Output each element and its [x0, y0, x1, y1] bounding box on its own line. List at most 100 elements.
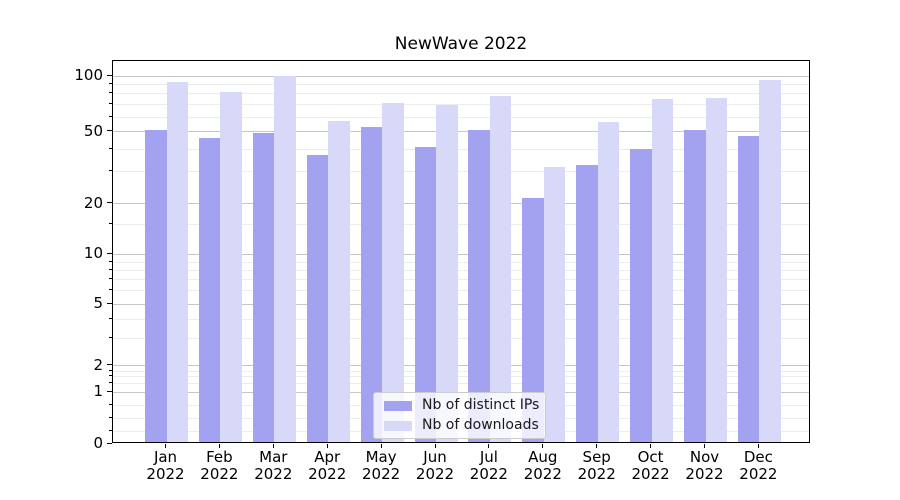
- x-tick-label-jan-2022: Jan 2022: [136, 449, 196, 483]
- gridline-minor: [113, 269, 809, 271]
- y-tick-mark: [107, 390, 112, 392]
- x-tick-label-mar-2022: Mar 2022: [243, 449, 303, 483]
- x-tick-label-line: 2022: [415, 465, 455, 483]
- y-tick-mark: [107, 252, 112, 254]
- y-minor-tick-mark: [109, 115, 112, 117]
- bar-distinct-ips-jan-2022: [145, 129, 167, 442]
- gridline-minor: [113, 383, 809, 385]
- y-tick-label: 50: [83, 121, 103, 140]
- bar-distinct-ips-may-2022: [360, 126, 383, 442]
- gridline-minor: [113, 318, 809, 320]
- x-tick-label-line: 2022: [577, 465, 616, 483]
- x-tick-label-oct-2022: Oct 2022: [621, 449, 681, 483]
- x-tick-label-line: 2022: [362, 465, 401, 483]
- bar-distinct-ips-mar-2022: [252, 132, 275, 442]
- y-tick-mark: [107, 364, 112, 366]
- x-tick-label-line: Jan: [153, 448, 178, 466]
- x-tick-label-line: Feb: [206, 448, 233, 466]
- gridline-minor: [113, 116, 809, 118]
- x-tick-label-nov-2022: Nov 2022: [675, 449, 735, 483]
- x-tick-label-line: Oct: [637, 448, 664, 466]
- y-minor-tick-mark: [109, 375, 112, 377]
- bar-distinct-ips-apr-2022: [306, 155, 329, 442]
- plot-area: [112, 60, 810, 443]
- x-tick-label-line: Sep: [582, 448, 611, 466]
- x-tick-label-line: 2022: [523, 465, 562, 483]
- bar-distinct-ips-oct-2022: [630, 149, 652, 442]
- y-tick-label: 1: [93, 382, 103, 401]
- bar-downloads-nov-2022: [705, 98, 727, 442]
- bar-downloads-feb-2022: [220, 91, 242, 442]
- y-minor-tick-mark: [109, 382, 112, 384]
- x-tick-label-dec-2022: Dec 2022: [728, 449, 788, 483]
- bar-downloads-aug-2022: [543, 167, 566, 442]
- bar-distinct-ips-nov-2022: [684, 129, 706, 442]
- legend-swatch-distinct-ips: [384, 400, 412, 411]
- y-tick-label: 2: [93, 355, 103, 374]
- x-tick-label-line: Aug: [528, 448, 558, 466]
- y-minor-tick-mark: [109, 403, 112, 405]
- gridline-major: [113, 303, 809, 305]
- x-tick-label-jul-2022: Jul 2022: [459, 449, 519, 483]
- gridline-minor: [113, 376, 809, 378]
- gridline-major: [113, 253, 809, 255]
- bar-downloads-dec-2022: [759, 79, 781, 442]
- x-tick-mark: [488, 444, 490, 448]
- x-tick-label-may-2022: May 2022: [351, 449, 411, 483]
- gridline-minor: [113, 148, 809, 150]
- x-tick-mark: [704, 444, 705, 448]
- x-tick-label-line: 2022: [254, 465, 293, 483]
- legend-item-downloads: Nb of downloads: [384, 417, 539, 434]
- y-minor-tick-mark: [109, 223, 112, 225]
- x-tick-label-aug-2022: Aug 2022: [513, 449, 573, 483]
- gridline-minor: [113, 370, 809, 372]
- x-tick-label-line: May: [365, 448, 397, 466]
- bar-distinct-ips-jun-2022: [414, 147, 436, 442]
- x-tick-mark: [218, 444, 220, 448]
- x-tick-label-line: Dec: [743, 448, 773, 466]
- y-tick-mark: [107, 202, 112, 203]
- bar-downloads-apr-2022: [328, 120, 350, 442]
- bar-downloads-jan-2022: [166, 81, 188, 442]
- x-tick-label-line: Jul: [479, 448, 498, 466]
- x-tick-label-apr-2022: Apr 2022: [297, 449, 357, 483]
- x-tick-label-feb-2022: Feb 2022: [189, 449, 249, 483]
- y-tick-label: 0: [93, 434, 103, 452]
- x-tick-label-line: 2022: [308, 465, 347, 483]
- bar-distinct-ips-aug-2022: [522, 197, 544, 442]
- y-minor-tick-mark: [109, 429, 112, 431]
- x-tick-label-line: 2022: [200, 465, 239, 483]
- bar-downloads-mar-2022: [274, 76, 296, 442]
- legend-item-distinct-ips: Nb of distinct IPs: [384, 397, 539, 414]
- x-tick-label-line: 2022: [685, 465, 724, 483]
- x-tick-label-line: Jun: [423, 448, 447, 466]
- y-minor-tick-mark: [109, 170, 112, 172]
- y-tick-mark: [107, 74, 112, 76]
- y-minor-tick-mark: [109, 278, 112, 280]
- gridline-minor: [113, 224, 809, 226]
- x-tick-mark: [272, 444, 274, 448]
- bar-downloads-jun-2022: [436, 105, 458, 442]
- y-minor-tick-mark: [109, 416, 112, 418]
- x-tick-mark: [380, 444, 382, 448]
- gridline-major: [113, 203, 809, 204]
- gridline-minor: [113, 171, 809, 173]
- y-minor-tick-mark: [109, 369, 112, 371]
- legend-swatch-downloads: [384, 420, 412, 431]
- gridline-minor: [113, 290, 809, 292]
- y-tick-mark: [107, 302, 112, 304]
- y-minor-tick-mark: [109, 317, 112, 319]
- x-tick-label-line: Apr: [314, 448, 341, 466]
- x-tick-label-line: 2022: [146, 465, 185, 483]
- y-minor-tick-mark: [109, 289, 112, 291]
- y-minor-tick-mark: [109, 82, 112, 84]
- y-tick-mark: [107, 442, 112, 444]
- x-tick-mark: [542, 444, 544, 448]
- y-minor-tick-mark: [109, 147, 112, 149]
- x-tick-mark: [326, 444, 328, 448]
- bar-downloads-oct-2022: [651, 99, 674, 442]
- bar-downloads-sep-2022: [597, 122, 620, 442]
- y-tick-label: 20: [83, 193, 103, 212]
- gridline-minor: [113, 104, 809, 106]
- gridline-minor: [113, 279, 809, 281]
